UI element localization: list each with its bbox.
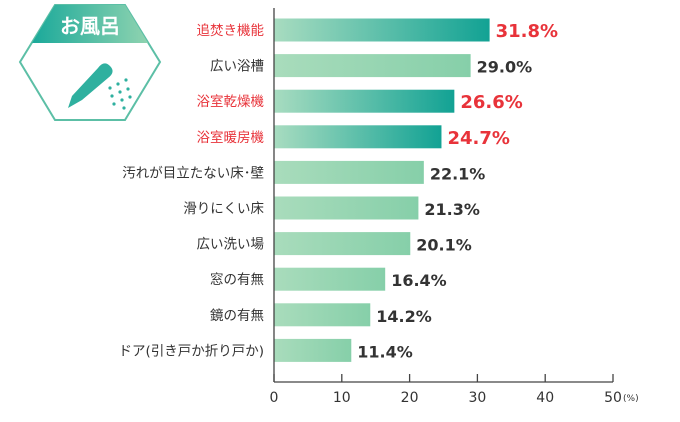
bar	[274, 303, 371, 327]
value-label: 24.7%	[447, 128, 509, 149]
category-label: 浴室乾燥機	[197, 93, 265, 110]
category-label: 滑りにくい床	[183, 201, 264, 217]
value-label: 26.6%	[460, 92, 522, 113]
category-label: 浴室暖房機	[197, 129, 265, 146]
category-label: 汚れが目立たない床･壁	[122, 165, 264, 181]
category-label: 鏡の有無	[210, 308, 264, 324]
badge-label: お風呂	[60, 14, 120, 38]
bar	[274, 18, 490, 42]
value-label: 31.8%	[496, 21, 558, 42]
value-label: 11.4%	[357, 342, 413, 361]
bar	[274, 338, 352, 362]
category-label: 広い浴槽	[210, 59, 264, 75]
bar	[274, 232, 411, 256]
shower-head-icon	[68, 63, 132, 110]
bar	[274, 196, 419, 220]
x-tick-label: 40	[536, 390, 554, 406]
bar	[274, 54, 471, 78]
bar	[274, 160, 424, 184]
category-label: ドア(引き戸か折り戸か)	[118, 343, 264, 359]
value-label: 29.0%	[477, 58, 533, 77]
x-tick-label: 10	[333, 390, 351, 406]
category-badge: お風呂	[18, 4, 162, 121]
x-tick-label: 30	[468, 390, 486, 406]
value-label: 21.3%	[424, 200, 480, 219]
category-label: 窓の有無	[210, 271, 264, 288]
category-label: 広い洗い場	[197, 237, 265, 253]
x-unit-label: (%)	[623, 394, 639, 404]
value-label: 22.1%	[430, 164, 486, 183]
value-label: 16.4%	[391, 271, 447, 290]
category-label: 追焚き機能	[197, 23, 265, 39]
x-tick-label: 0	[270, 390, 279, 406]
bar	[274, 267, 386, 291]
bar	[274, 125, 442, 149]
bar	[274, 89, 455, 113]
value-label: 20.1%	[416, 236, 472, 255]
value-label: 14.2%	[376, 307, 432, 326]
x-tick-label: 50	[604, 390, 622, 406]
x-tick-label: 20	[401, 390, 419, 406]
